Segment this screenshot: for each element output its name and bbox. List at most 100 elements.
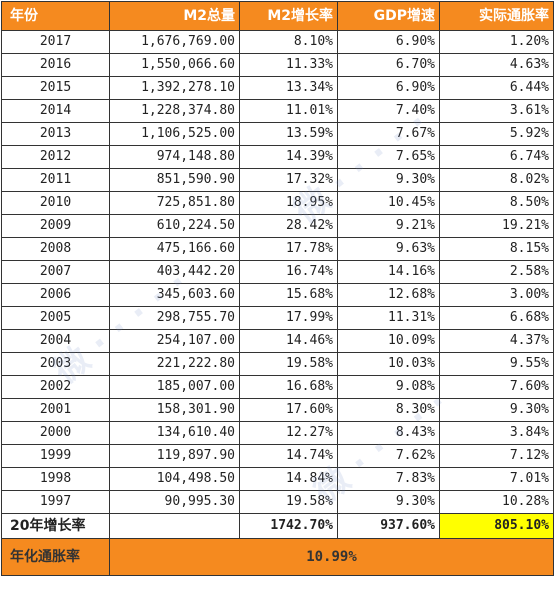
table-row: 2014 1,228,374.80 11.01% 7.40% 3.61% — [1, 99, 554, 123]
real-inflation-cell: 7.60% — [439, 375, 554, 399]
year-cell: 2013 — [1, 122, 110, 146]
gdp-growth-cell: 9.30% — [337, 168, 440, 192]
year-cell: 2016 — [1, 53, 110, 77]
gdp-growth-cell: 11.31% — [337, 306, 440, 330]
m2-total-cell: 403,442.20 — [109, 260, 240, 284]
header-year: 年份 — [1, 1, 110, 31]
table-row: 2006 345,603.60 15.68% 12.68% 3.00% — [1, 283, 554, 307]
real-inflation-cell: 6.74% — [439, 145, 554, 169]
m2-growth-cell: 17.99% — [239, 306, 338, 330]
m2-total-cell: 475,166.60 — [109, 237, 240, 261]
year-cell: 2005 — [1, 306, 110, 330]
table-row: 2004 254,107.00 14.46% 10.09% 4.37% — [1, 329, 554, 353]
annual-inflation-label: 年化通胀率 — [1, 538, 110, 576]
m2-growth-cell: 28.42% — [239, 214, 338, 238]
table-row: 2017 1,676,769.00 8.10% 6.90% 1.20% — [1, 30, 554, 54]
gdp-growth-cell: 7.83% — [337, 467, 440, 491]
year-cell: 2014 — [1, 99, 110, 123]
m2-growth-cell: 19.58% — [239, 352, 338, 376]
table-footer: 20年增长率 1742.70% 937.60% 805.10% 年化通胀率 10… — [1, 513, 554, 576]
table-row: 2009 610,224.50 28.42% 9.21% 19.21% — [1, 214, 554, 238]
m2-total-cell: 610,224.50 — [109, 214, 240, 238]
gdp-growth-cell: 14.16% — [337, 260, 440, 284]
m2-growth-cell: 19.58% — [239, 490, 338, 514]
m2-growth-cell: 8.10% — [239, 30, 338, 54]
table-row: 1997 90,995.30 19.58% 9.30% 10.28% — [1, 490, 554, 514]
m2-total-cell: 1,392,278.10 — [109, 76, 240, 100]
year-cell: 2006 — [1, 283, 110, 307]
summary-gdp-growth: 937.60% — [337, 513, 440, 539]
annual-inflation-value: 10.99% — [109, 538, 554, 576]
m2-growth-cell: 16.68% — [239, 375, 338, 399]
m2-total-cell: 851,590.90 — [109, 168, 240, 192]
real-inflation-cell: 19.21% — [439, 214, 554, 238]
real-inflation-cell: 6.68% — [439, 306, 554, 330]
gdp-growth-cell: 7.62% — [337, 444, 440, 468]
m2-total-cell: 254,107.00 — [109, 329, 240, 353]
gdp-growth-cell: 9.63% — [337, 237, 440, 261]
m2-growth-cell: 15.68% — [239, 283, 338, 307]
gdp-growth-cell: 6.90% — [337, 76, 440, 100]
m2-total-cell: 345,603.60 — [109, 283, 240, 307]
summary-label: 20年增长率 — [1, 513, 110, 539]
gdp-growth-cell: 9.21% — [337, 214, 440, 238]
year-cell: 2007 — [1, 260, 110, 284]
gdp-growth-cell: 9.30% — [337, 490, 440, 514]
m2-growth-cell: 14.46% — [239, 329, 338, 353]
gdp-growth-cell: 10.03% — [337, 352, 440, 376]
m2-growth-cell: 13.59% — [239, 122, 338, 146]
m2-growth-cell: 14.74% — [239, 444, 338, 468]
m2-growth-cell: 13.34% — [239, 76, 338, 100]
m2-total-cell: 725,851.80 — [109, 191, 240, 215]
real-inflation-cell: 4.63% — [439, 53, 554, 77]
table-header: 年份 M2总量 M2增长率 GDP增速 实际通胀率 — [1, 1, 554, 31]
real-inflation-cell: 5.92% — [439, 122, 554, 146]
table-row: 1998 104,498.50 14.84% 7.83% 7.01% — [1, 467, 554, 491]
table-row: 2002 185,007.00 16.68% 9.08% 7.60% — [1, 375, 554, 399]
real-inflation-cell: 3.61% — [439, 99, 554, 123]
table-row: 2007 403,442.20 16.74% 14.16% 2.58% — [1, 260, 554, 284]
real-inflation-cell: 8.50% — [439, 191, 554, 215]
summary-m2-total-cell — [109, 513, 240, 539]
m2-growth-cell: 18.95% — [239, 191, 338, 215]
table-row: 2012 974,148.80 14.39% 7.65% 6.74% — [1, 145, 554, 169]
gdp-growth-cell: 7.67% — [337, 122, 440, 146]
table-row: 2013 1,106,525.00 13.59% 7.67% 5.92% — [1, 122, 554, 146]
gdp-growth-cell: 8.43% — [337, 421, 440, 445]
m2-total-cell: 974,148.80 — [109, 145, 240, 169]
year-cell: 1997 — [1, 490, 110, 514]
m2-total-cell: 104,498.50 — [109, 467, 240, 491]
real-inflation-cell: 3.00% — [439, 283, 554, 307]
m2-growth-cell: 16.74% — [239, 260, 338, 284]
summary-row: 20年增长率 1742.70% 937.60% 805.10% — [1, 513, 554, 539]
year-cell: 1998 — [1, 467, 110, 491]
m2-total-cell: 119,897.90 — [109, 444, 240, 468]
m2-total-cell: 1,550,066.60 — [109, 53, 240, 77]
real-inflation-cell: 8.15% — [439, 237, 554, 261]
m2-total-cell: 1,676,769.00 — [109, 30, 240, 54]
m2-total-cell: 185,007.00 — [109, 375, 240, 399]
m2-total-cell: 1,106,525.00 — [109, 122, 240, 146]
table-row: 2005 298,755.70 17.99% 11.31% 6.68% — [1, 306, 554, 330]
real-inflation-cell: 1.20% — [439, 30, 554, 54]
table-row: 2016 1,550,066.60 11.33% 6.70% 4.63% — [1, 53, 554, 77]
gdp-growth-cell: 12.68% — [337, 283, 440, 307]
table-row: 2000 134,610.40 12.27% 8.43% 3.84% — [1, 421, 554, 445]
gdp-growth-cell: 10.09% — [337, 329, 440, 353]
m2-growth-cell: 11.33% — [239, 53, 338, 77]
gdp-growth-cell: 8.30% — [337, 398, 440, 422]
gdp-growth-cell: 9.08% — [337, 375, 440, 399]
gdp-growth-cell: 6.90% — [337, 30, 440, 54]
m2-total-cell: 158,301.90 — [109, 398, 240, 422]
m2-growth-cell: 17.60% — [239, 398, 338, 422]
m2-growth-cell: 14.39% — [239, 145, 338, 169]
year-cell: 2004 — [1, 329, 110, 353]
year-cell: 1999 — [1, 444, 110, 468]
table-row: 2011 851,590.90 17.32% 9.30% 8.02% — [1, 168, 554, 192]
gdp-growth-cell: 6.70% — [337, 53, 440, 77]
m2-total-cell: 90,995.30 — [109, 490, 240, 514]
real-inflation-cell: 4.37% — [439, 329, 554, 353]
real-inflation-cell: 9.30% — [439, 398, 554, 422]
summary-m2-growth: 1742.70% — [239, 513, 338, 539]
real-inflation-cell: 8.02% — [439, 168, 554, 192]
